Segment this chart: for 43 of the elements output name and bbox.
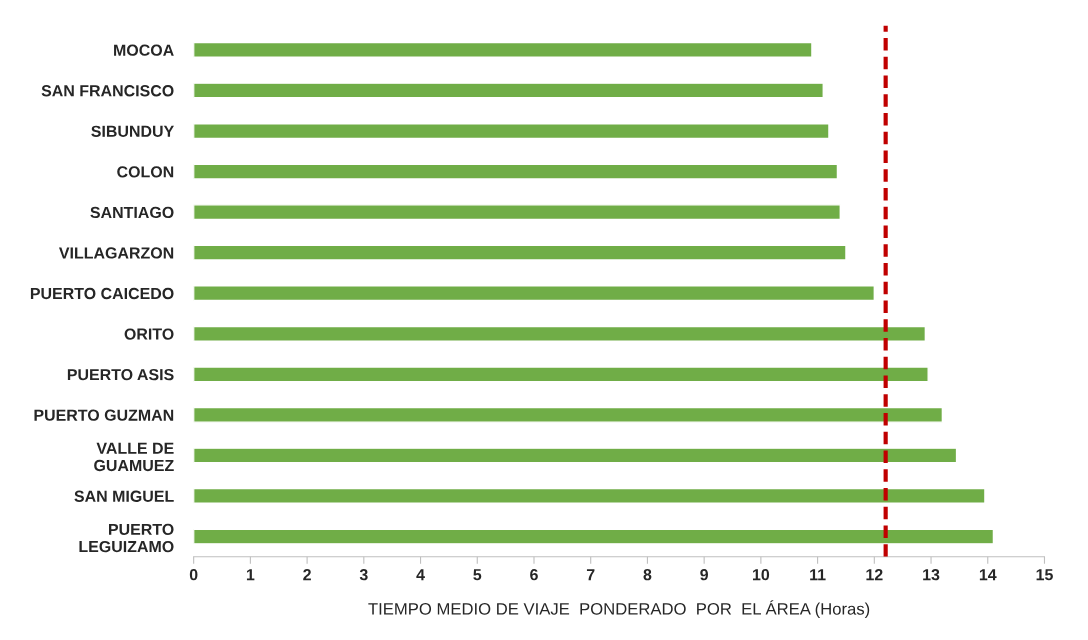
x-tick-label: 4 — [416, 569, 425, 581]
x-tick-label: 12 — [866, 569, 883, 581]
y-tick-label: VALLE DE GUAMUEZ — [94, 442, 174, 472]
x-tick-label: 8 — [643, 569, 652, 581]
y-tick-label: SIBUNDUY — [91, 125, 174, 137]
x-tick-label: 11 — [810, 569, 826, 581]
bar — [193, 204, 841, 221]
x-tick-label: 7 — [586, 569, 595, 581]
bar — [193, 244, 847, 261]
x-axis-title: TIEMPO MEDIO DE VIAJE PONDERADO POR EL ÁREA (Horas) — [368, 600, 870, 619]
x-tick-label: 3 — [359, 569, 368, 581]
bar — [193, 487, 986, 504]
x-tick-label: 6 — [530, 569, 538, 581]
bar — [193, 41, 813, 58]
y-tick-label: PUERTO GUZMAN — [34, 409, 174, 421]
x-tick-label: 2 — [303, 569, 311, 581]
x-tick-label: 14 — [979, 569, 997, 581]
x-tick-label: 13 — [923, 569, 940, 581]
y-tick-label: PUERTO LEGUIZAMO — [79, 523, 174, 553]
bar — [193, 163, 839, 180]
bar — [193, 406, 944, 423]
y-tick-label: PUERTO ASIS — [67, 368, 174, 381]
x-tick-label: 10 — [753, 569, 770, 581]
bar — [193, 447, 958, 464]
y-tick-label: SAN MIGUEL — [74, 490, 174, 502]
bar — [193, 285, 876, 302]
x-tick-label: 0 — [189, 569, 198, 581]
x-tick-label: 15 — [1036, 569, 1053, 581]
y-tick-label: SANTIAGO — [90, 206, 174, 219]
x-tick-label: 9 — [700, 569, 708, 581]
bar — [193, 325, 927, 342]
bar — [193, 82, 824, 99]
y-tick-label: PUERTO CAICEDO — [30, 287, 174, 300]
y-tick-label: MOCOA — [114, 44, 174, 56]
y-tick-label: VILLAGARZON — [58, 247, 174, 259]
x-tick-label: 5 — [473, 569, 482, 581]
bar — [193, 366, 929, 383]
y-tick-label: ORITO — [124, 328, 174, 340]
bar — [193, 528, 995, 545]
x-tick-label: 1 — [246, 569, 255, 581]
y-tick-label: SAN FRANCISCO — [41, 85, 174, 97]
bar — [193, 123, 830, 140]
y-tick-label: COLON — [117, 166, 174, 178]
